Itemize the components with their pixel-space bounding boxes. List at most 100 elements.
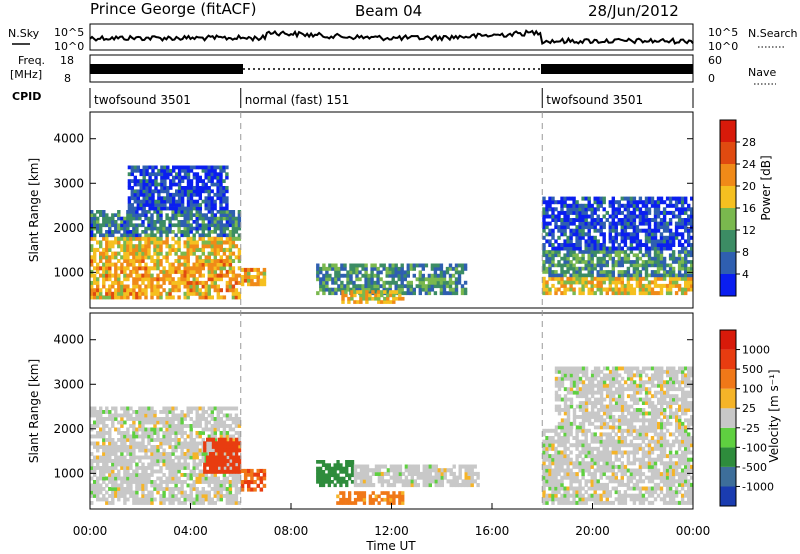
range-time-cell bbox=[232, 448, 236, 453]
range-time-cell bbox=[647, 446, 652, 451]
range-time-cell bbox=[135, 284, 139, 289]
range-time-cell bbox=[373, 266, 377, 271]
range-time-cell bbox=[111, 462, 115, 467]
range-time-cell bbox=[563, 493, 567, 498]
range-time-cell bbox=[195, 189, 200, 194]
range-time-cell bbox=[572, 200, 576, 205]
range-time-cell bbox=[234, 483, 239, 488]
range-time-cell bbox=[123, 291, 127, 296]
range-time-cell bbox=[183, 413, 187, 418]
range-time-cell bbox=[629, 439, 634, 444]
range-time-cell bbox=[406, 266, 410, 271]
range-time-cell bbox=[126, 452, 130, 456]
range-time-cell bbox=[102, 462, 106, 467]
range-time-cell bbox=[207, 172, 211, 177]
range-time-cell bbox=[620, 287, 624, 292]
range-time-cell bbox=[659, 253, 664, 258]
range-time-cell bbox=[108, 230, 112, 234]
range-time-cell bbox=[231, 284, 236, 289]
range-time-cell bbox=[397, 273, 401, 278]
range-time-cell bbox=[105, 244, 109, 249]
range-time-cell bbox=[162, 277, 166, 282]
range-time-cell bbox=[198, 494, 202, 498]
range-time-cell bbox=[386, 479, 391, 484]
range-time-cell bbox=[602, 207, 606, 212]
range-time-cell bbox=[439, 284, 444, 289]
range-time-cell bbox=[235, 469, 239, 474]
range-time-cell bbox=[425, 471, 429, 476]
range-time-cell bbox=[192, 473, 196, 477]
range-time-cell bbox=[464, 468, 468, 473]
range-time-cell bbox=[578, 500, 582, 505]
range-time-cell bbox=[629, 432, 634, 437]
range-time-cell bbox=[231, 240, 236, 245]
range-time-cell bbox=[198, 262, 202, 267]
range-time-cell bbox=[213, 284, 217, 289]
range-time-cell bbox=[180, 230, 184, 234]
range-time-cell bbox=[422, 471, 426, 476]
range-time-cell bbox=[213, 247, 217, 252]
range-time-cell bbox=[105, 230, 109, 234]
range-time-cell bbox=[327, 463, 331, 467]
range-time-cell bbox=[201, 220, 205, 224]
range-time-cell bbox=[377, 290, 381, 294]
range-time-cell bbox=[548, 472, 552, 477]
range-time-cell bbox=[590, 436, 594, 440]
range-time-cell bbox=[166, 165, 170, 170]
range-time-cell bbox=[593, 291, 597, 296]
range-time-cell bbox=[142, 165, 146, 170]
range-time-cell bbox=[593, 276, 597, 281]
range-time-cell bbox=[213, 203, 217, 207]
range-time-cell bbox=[545, 443, 549, 448]
range-time-cell bbox=[90, 233, 94, 238]
range-time-cell bbox=[183, 284, 187, 289]
range-time-cell bbox=[237, 490, 242, 495]
range-time-cell bbox=[542, 207, 546, 212]
range-time-cell bbox=[192, 448, 196, 453]
range-time-cell bbox=[102, 220, 106, 224]
range-time-cell bbox=[611, 256, 615, 261]
range-time-cell bbox=[189, 494, 193, 498]
range-time-cell bbox=[219, 192, 223, 197]
range-time-cell bbox=[136, 196, 140, 201]
range-time-cell bbox=[684, 263, 688, 268]
range-time-cell bbox=[449, 483, 453, 488]
range-time-cell bbox=[165, 233, 169, 238]
range-time-cell bbox=[650, 464, 655, 469]
range-time-cell bbox=[177, 277, 181, 282]
range-time-cell bbox=[452, 464, 456, 469]
range-time-cell bbox=[132, 452, 136, 456]
range-time-cell bbox=[596, 239, 600, 244]
range-time-cell bbox=[425, 479, 429, 484]
range-time-cell bbox=[656, 196, 661, 201]
range-time-cell bbox=[144, 466, 148, 470]
range-time-cell bbox=[647, 253, 652, 258]
range-time-cell bbox=[198, 206, 202, 211]
range-time-cell bbox=[653, 461, 658, 466]
range-time-cell bbox=[207, 175, 211, 180]
range-time-cell bbox=[163, 206, 167, 211]
range-time-cell bbox=[623, 490, 628, 495]
range-time-cell bbox=[596, 250, 600, 254]
range-time-cell bbox=[186, 473, 190, 477]
range-time-cell bbox=[166, 192, 170, 197]
range-time-cell bbox=[596, 203, 600, 208]
range-time-cell bbox=[608, 239, 612, 244]
range-time-cell bbox=[316, 476, 320, 481]
range-time-cell bbox=[638, 276, 643, 281]
range-time-cell bbox=[569, 468, 573, 473]
range-time-cell bbox=[656, 239, 661, 244]
beam-title: Beam 04 bbox=[355, 2, 422, 20]
range-time-cell bbox=[117, 226, 121, 231]
range-time-cell bbox=[108, 220, 112, 224]
range-time-cell bbox=[153, 455, 157, 460]
cpid-segment-label: twofsound 3501 bbox=[546, 93, 643, 107]
range-time-cell bbox=[336, 473, 340, 478]
range-time-cell bbox=[584, 203, 588, 208]
range-time-cell bbox=[602, 486, 606, 491]
range-time-cell bbox=[90, 487, 94, 491]
range-time-cell bbox=[132, 284, 136, 289]
range-time-cell bbox=[644, 436, 649, 440]
range-time-cell bbox=[135, 490, 139, 495]
range-time-cell bbox=[395, 475, 400, 480]
